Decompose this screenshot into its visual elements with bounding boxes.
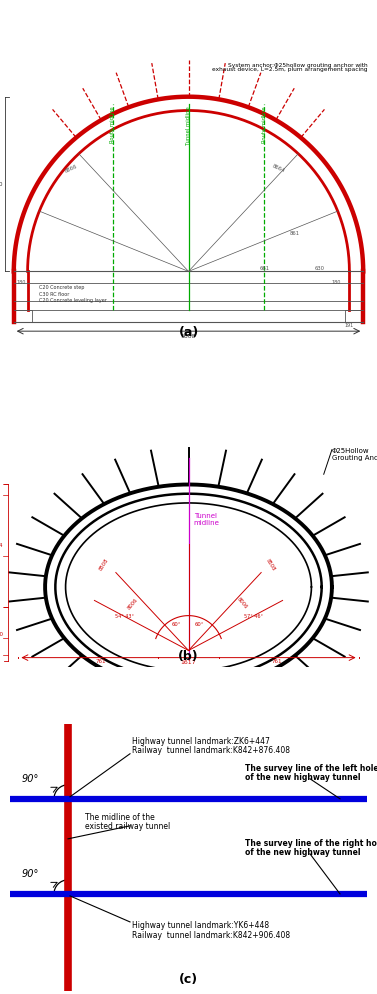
Text: Railway  tunnel landmark:K842+876.408: Railway tunnel landmark:K842+876.408 [132, 746, 290, 754]
Text: 661: 661 [259, 265, 270, 270]
Text: 861: 861 [290, 231, 300, 236]
Text: C30 RC floor: C30 RC floor [39, 291, 69, 296]
Text: 761: 761 [95, 659, 106, 664]
Text: (b): (b) [178, 650, 199, 663]
Text: Highway tunnel landmark:YK6+448: Highway tunnel landmark:YK6+448 [132, 920, 269, 930]
Text: The survey line of the right hole: The survey line of the right hole [245, 839, 377, 848]
Text: of the new highway tunnel: of the new highway tunnel [245, 772, 360, 782]
Text: 1608: 1608 [181, 334, 196, 339]
Text: 8006: 8006 [127, 597, 139, 610]
Text: 191: 191 [345, 323, 354, 328]
Text: Railway  tunnel landmark:K842+906.408: Railway tunnel landmark:K842+906.408 [132, 931, 290, 940]
Text: 60°: 60° [195, 622, 204, 627]
Text: 180: 180 [16, 280, 26, 285]
Text: 1160: 1160 [0, 631, 3, 636]
Text: 8006: 8006 [236, 597, 248, 610]
Text: exhaust device, L=2.5m, plum arrangement spacing: exhaust device, L=2.5m, plum arrangement… [212, 68, 368, 73]
Text: 8508: 8508 [98, 558, 110, 572]
Text: 54° 43°: 54° 43° [115, 613, 134, 618]
Text: 90°: 90° [21, 869, 39, 879]
Text: C20 Concrete step: C20 Concrete step [39, 284, 84, 289]
Text: Tunnel
midline: Tunnel midline [194, 513, 219, 526]
Text: System anchor:Φ25hollow grouting anchor with: System anchor:Φ25hollow grouting anchor … [228, 64, 368, 69]
Text: 8664: 8664 [271, 163, 286, 174]
Text: (c): (c) [178, 973, 198, 986]
Text: Highway tunnel landmark:ZK6+447: Highway tunnel landmark:ZK6+447 [132, 737, 270, 746]
Text: The midline of the: The midline of the [85, 813, 155, 822]
Text: Route midline: Route midline [110, 106, 115, 142]
Text: The survey line of the left hole: The survey line of the left hole [245, 763, 377, 772]
Text: 57° 46°: 57° 46° [244, 613, 263, 618]
Text: 180: 180 [331, 280, 340, 285]
Text: Tunnel midline: Tunnel midline [186, 106, 191, 145]
Text: 90°: 90° [21, 773, 39, 784]
Text: 8866: 8866 [64, 163, 79, 174]
Text: 624: 624 [0, 544, 3, 549]
Text: of the new highway tunnel: of the new highway tunnel [245, 848, 360, 857]
Text: 1617: 1617 [181, 660, 196, 666]
Text: existed railway tunnel: existed railway tunnel [85, 822, 170, 831]
Text: (a): (a) [178, 326, 199, 339]
Text: Route midline: Route midline [262, 106, 267, 142]
Text: 880: 880 [0, 182, 3, 187]
Text: 8508: 8508 [264, 558, 276, 572]
Text: 761: 761 [271, 659, 282, 664]
Bar [345, 310, 363, 322]
Text: 630: 630 [314, 265, 325, 270]
Bar [14, 310, 32, 322]
Text: C20 Concrete leveling layer: C20 Concrete leveling layer [39, 298, 107, 303]
Text: Φ25Hollow
Grouting Anchor: Φ25Hollow Grouting Anchor [332, 447, 377, 460]
Text: 60°: 60° [172, 622, 181, 627]
